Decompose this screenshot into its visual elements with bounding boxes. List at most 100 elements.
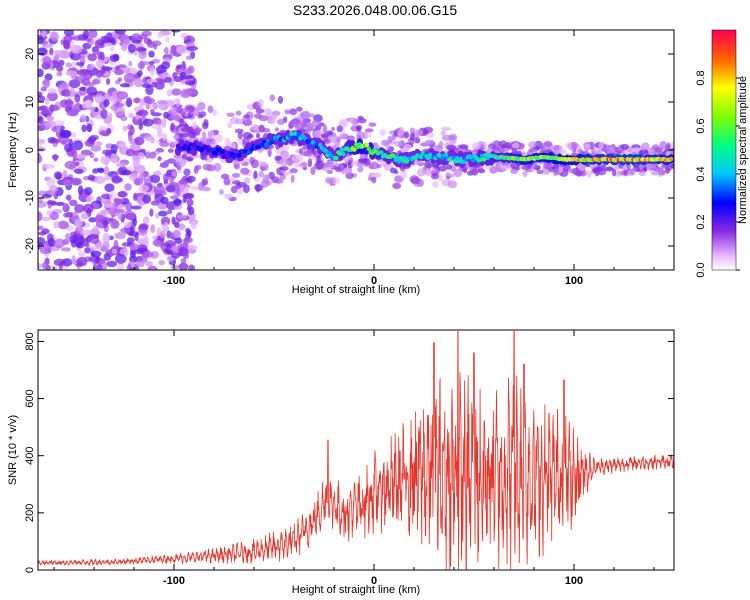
heatmap-cell bbox=[657, 148, 663, 154]
heatmap-cell bbox=[266, 110, 272, 118]
heatmap-cell bbox=[121, 169, 132, 176]
heatmap-cell bbox=[61, 89, 72, 97]
heatmap-cell bbox=[133, 178, 144, 186]
heatmap-cell bbox=[292, 131, 298, 136]
heatmap-cell bbox=[110, 104, 119, 111]
heatmap-cell bbox=[180, 71, 186, 78]
heatmap-cell bbox=[364, 142, 370, 148]
heatmap-cell bbox=[56, 71, 63, 77]
heatmap-cell bbox=[65, 62, 72, 68]
heatmap-cell bbox=[142, 216, 150, 224]
heatmap-cell bbox=[258, 98, 264, 107]
heatmap-cell bbox=[148, 60, 155, 66]
heatmap-cell bbox=[107, 36, 116, 43]
heatmap-cell bbox=[220, 149, 226, 155]
heatmap-cell bbox=[447, 180, 457, 189]
heatmap-cell bbox=[142, 194, 152, 204]
heatmap-cell bbox=[149, 67, 155, 77]
heatmap-cell bbox=[38, 211, 43, 222]
heatmap-cell bbox=[60, 247, 71, 252]
heatmap-cell bbox=[159, 230, 166, 239]
heatmap-cell bbox=[164, 76, 172, 83]
heatmap-cell bbox=[42, 78, 51, 89]
heatmap-cell bbox=[85, 99, 93, 108]
heatmap-cell bbox=[366, 146, 371, 152]
heatmap-cell bbox=[315, 125, 322, 131]
heatmap-cell bbox=[38, 225, 44, 231]
spectrogram-ylabel: Frequency (Hz) bbox=[7, 112, 19, 188]
heatmap-cell bbox=[176, 106, 184, 114]
heatmap-cell bbox=[521, 165, 531, 171]
heatmap-cell bbox=[430, 173, 440, 180]
heatmap-cell bbox=[38, 111, 42, 118]
heatmap-cell bbox=[70, 52, 82, 61]
heatmap-cell bbox=[177, 223, 186, 231]
heatmap-cell bbox=[182, 251, 190, 260]
heatmap-cell bbox=[597, 168, 607, 176]
heatmap-cell bbox=[183, 123, 189, 128]
heatmap-cell bbox=[359, 154, 366, 160]
heatmap-cell bbox=[74, 154, 87, 159]
heatmap-cell bbox=[173, 98, 180, 104]
colorbar-tick-label: 0.4 bbox=[695, 166, 707, 181]
heatmap-cell bbox=[438, 165, 447, 172]
heatmap-cell bbox=[191, 84, 197, 90]
heatmap-cell bbox=[108, 95, 115, 101]
heatmap-cell bbox=[71, 255, 76, 265]
heatmap-cell bbox=[49, 185, 58, 193]
heatmap-cell bbox=[480, 153, 485, 158]
heatmap-cell bbox=[103, 99, 110, 107]
heatmap-cell bbox=[79, 114, 87, 123]
y-tick-label: 400 bbox=[24, 447, 36, 465]
heatmap-cell bbox=[328, 177, 334, 186]
heatmap-cell bbox=[63, 202, 69, 211]
heatmap-cell bbox=[69, 40, 76, 51]
heatmap-cell bbox=[74, 218, 84, 228]
heatmap-cell bbox=[671, 163, 674, 169]
heatmap-cell bbox=[570, 141, 578, 150]
heatmap-cell bbox=[53, 171, 63, 180]
heatmap-cell bbox=[351, 117, 356, 126]
heatmap-cell bbox=[364, 132, 372, 138]
heatmap-cell bbox=[106, 260, 118, 268]
heatmap-cell bbox=[185, 55, 192, 61]
heatmap-cell bbox=[52, 120, 65, 127]
heatmap-cell bbox=[114, 30, 126, 35]
heatmap-cell bbox=[170, 264, 180, 270]
heatmap-cell bbox=[64, 160, 77, 170]
heatmap-cell bbox=[176, 45, 187, 55]
heatmap-cell bbox=[471, 168, 479, 176]
heatmap-cell bbox=[162, 173, 170, 182]
heatmap-cell bbox=[471, 142, 481, 150]
heatmap-cell bbox=[109, 190, 116, 201]
heatmap-cell bbox=[484, 165, 492, 170]
heatmap-cell bbox=[148, 151, 157, 159]
heatmap-cell bbox=[38, 115, 44, 125]
heatmap-cell bbox=[413, 137, 421, 144]
y-tick-label: 800 bbox=[24, 332, 36, 350]
heatmap-cell bbox=[111, 218, 118, 226]
heatmap-cell bbox=[187, 105, 195, 113]
heatmap-cell bbox=[88, 234, 100, 244]
heatmap-cell bbox=[101, 261, 107, 270]
page-title: S233.2026.048.00.06.G15 bbox=[292, 2, 458, 18]
heatmap-cell bbox=[186, 205, 192, 212]
heatmap-cell bbox=[659, 140, 668, 150]
heatmap-cell bbox=[75, 226, 84, 235]
x-tick-label: -100 bbox=[163, 575, 185, 587]
heatmap-cell bbox=[68, 199, 78, 207]
heatmap-cell bbox=[78, 86, 88, 91]
heatmap-cell bbox=[159, 141, 170, 148]
heatmap-cell bbox=[185, 227, 191, 234]
heatmap-cell bbox=[601, 163, 606, 170]
heatmap-cell bbox=[152, 239, 162, 247]
heatmap-cell bbox=[117, 262, 125, 270]
heatmap-cell bbox=[41, 194, 52, 199]
heatmap-cell bbox=[174, 198, 182, 207]
heatmap-cell bbox=[357, 117, 367, 124]
heatmap-cell bbox=[207, 130, 215, 140]
heatmap-cell bbox=[38, 106, 44, 111]
heatmap-cell bbox=[90, 250, 102, 258]
heatmap-cell bbox=[355, 125, 363, 131]
